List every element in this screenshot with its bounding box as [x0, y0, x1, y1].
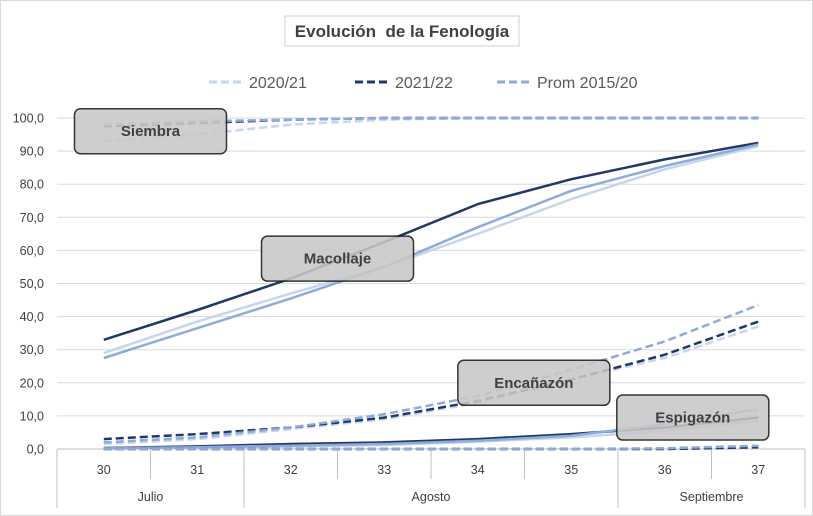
- x-axis: 30 31 32 33 34 35 36 37 Julio Agosto Septiembre: [56, 449, 806, 508]
- y-tick-label: 10,0: [20, 409, 44, 423]
- x-tick-label: 35: [564, 463, 578, 477]
- y-tick-label: 0,0: [27, 443, 44, 457]
- annotation-box: [457, 359, 611, 407]
- series-line: [103, 144, 759, 355]
- x-tick-label: 37: [751, 463, 765, 477]
- series-line: [103, 303, 759, 444]
- chart-title: Evolución de la Fenología: [295, 22, 510, 41]
- y-axis-ticks: 0,0 10,0 20,0 30,0 40,0 50,0 60,0 70,0 80,0 90,0 1…: [13, 112, 44, 457]
- y-tick-label: 100,0: [13, 112, 44, 126]
- chart-title-box: [284, 15, 520, 47]
- y-tick-label: 80,0: [20, 178, 44, 192]
- legend-label: Prom 2015/20: [537, 75, 638, 92]
- stage-annotations: Siembra Macollaje Encañazón Espigazón: [73, 107, 770, 441]
- legend-label: 2021/22: [395, 75, 453, 92]
- x-tick-label: 31: [190, 463, 204, 477]
- series-line: [103, 444, 759, 451]
- annotation-label: Macollaje: [304, 251, 372, 268]
- annotation-label: Encañazón: [494, 375, 573, 392]
- legend-label: 2020/21: [249, 75, 307, 92]
- annotation-box: [616, 394, 770, 441]
- x-tick-label: 36: [658, 463, 672, 477]
- y-tick-label: 90,0: [20, 145, 44, 159]
- x-tick-label: 34: [471, 463, 485, 477]
- series-line: [103, 143, 759, 360]
- y-tick-label: 60,0: [20, 244, 44, 258]
- annotation-box: [73, 107, 228, 155]
- annotation-label: Siembra: [121, 123, 181, 140]
- series-line: [103, 325, 759, 446]
- series-line: [103, 141, 759, 341]
- month-label: Agosto: [412, 490, 451, 504]
- annotation-label: Espigazón: [655, 410, 730, 427]
- x-tick-label: 32: [284, 463, 298, 477]
- x-tick-label: 33: [377, 463, 391, 477]
- x-tick-label: 30: [97, 463, 111, 477]
- series-line: [103, 320, 759, 441]
- y-tick-label: 50,0: [20, 277, 44, 291]
- annotation-box: [260, 235, 415, 282]
- y-tick-label: 20,0: [20, 376, 44, 390]
- y-tick-label: 70,0: [20, 211, 44, 225]
- y-tick-label: 40,0: [20, 310, 44, 324]
- y-tick-label: 30,0: [20, 343, 44, 357]
- chart-legend: 2020/21 2021/22 Prom 2015/20: [209, 75, 638, 92]
- month-label: Julio: [138, 490, 164, 504]
- month-label: Septiembre: [680, 490, 744, 504]
